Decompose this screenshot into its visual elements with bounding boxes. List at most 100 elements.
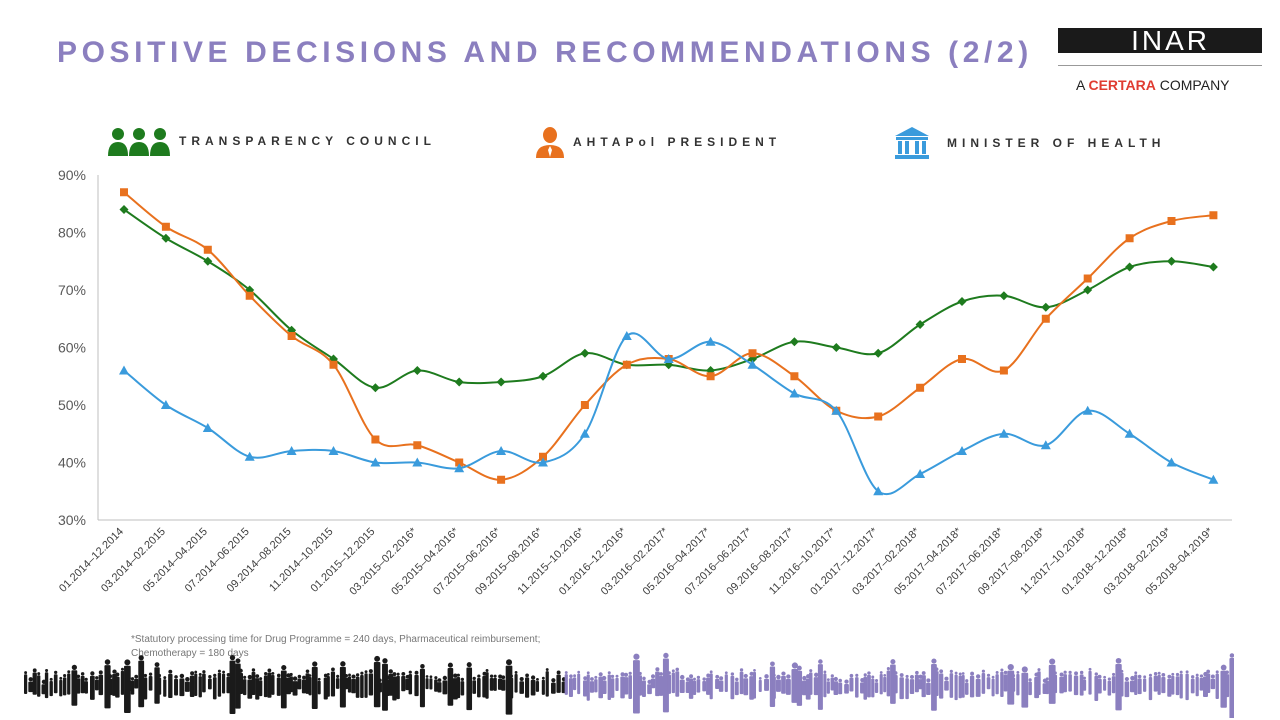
data-point-minister-of-health [454,463,465,473]
person-silhouette-icon [1088,667,1092,695]
person-silhouette-icon [212,673,217,700]
person-silhouette-icon [425,675,429,690]
person-silhouette-icon [134,674,139,689]
person-silhouette-icon [76,674,81,694]
person-silhouette-icon [568,674,573,698]
person-silhouette-icon [724,671,728,693]
person-silhouette-icon [1185,670,1189,701]
person-silhouette-icon [958,672,962,699]
person-silhouette-icon [1175,672,1180,696]
person-silhouette-icon [157,673,162,695]
person-silhouette-icon [867,671,871,698]
person-silhouette-icon [280,664,287,709]
person-silhouette-icon [360,671,364,698]
page-title: POSITIVE DECISIONS AND RECOMMENDATIONS (… [57,36,1033,69]
person-silhouette-icon [954,671,958,701]
data-point-minister-of-health [621,331,632,340]
person-silhouette-icon [49,677,53,697]
person-silhouette-icon [583,676,588,697]
person-silhouette-icon [207,675,212,690]
person-silhouette-icon [838,678,843,695]
logo-brand: INAR [1131,25,1210,56]
legend-label: AHTAPol PRESIDENT [573,135,782,149]
data-point-ahtapol-president [999,366,1008,375]
person-silhouette-icon [351,674,356,694]
series-line-ahtapol-president [123,191,1214,481]
person-silhouette-icon [995,670,999,695]
person-silhouette-icon [1195,673,1199,697]
person-silhouette-icon [1148,673,1153,701]
person-silhouette-icon [32,668,37,695]
person-silhouette-icon [586,671,590,701]
person-silhouette-icon [368,669,374,696]
person-silhouette-icon [148,672,153,691]
person-silhouette-icon [969,671,975,698]
person-silhouette-icon [647,679,652,695]
data-point-ahtapol-president [874,412,883,421]
person-silhouette-icon [791,662,799,703]
data-point-minister-of-health [747,359,758,369]
person-silhouette-icon [326,673,330,697]
person-silhouette-icon [607,671,611,700]
person-silhouette-icon [809,669,813,695]
person-silhouette-icon [833,676,839,696]
person-silhouette-icon [251,668,256,695]
person-silhouette-icon [1059,672,1064,694]
person-silhouette-icon [335,674,340,689]
footnote: *Statutory processing time for Drug Prog… [131,633,691,661]
person-silhouette-icon [271,671,275,695]
person-silhouette-icon [1000,668,1004,698]
person-silhouette-icon [823,670,827,698]
person-silhouette-icon [217,669,222,697]
person-silhouette-icon [115,672,120,698]
person-silhouette-icon [1215,670,1219,700]
person-silhouette-icon [339,661,346,708]
person-silhouette-icon [730,672,735,700]
person-silhouette-icon [456,673,461,699]
person-silhouette-icon [1137,674,1142,695]
data-point-minister-of-health [1040,440,1051,450]
person-silhouette-icon [460,677,465,696]
person-silhouette-icon [305,669,310,694]
data-point-ahtapol-president [329,360,338,369]
data-point-ahtapol-president [120,188,128,197]
person-silhouette-icon [168,669,173,699]
person-silhouette-icon [715,674,720,690]
person-silhouette-icon [826,678,830,694]
person-silhouette-icon [84,677,88,694]
legend-item-transparency-council: TRANSPARENCY COUNCIL [107,126,436,156]
person-silhouette-icon [758,677,762,693]
person-silhouette-icon [564,671,568,695]
person-silhouette-icon [863,673,868,700]
person-silhouette-icon [1129,675,1135,693]
person-silhouette-icon [1037,668,1041,695]
person-silhouette-icon [289,672,293,693]
data-point-minister-of-health [789,388,800,398]
data-point-minister-of-health [998,428,1009,438]
person-silhouette-icon [189,671,195,698]
person-silhouette-icon [37,672,41,697]
data-point-minister-of-health [915,469,926,478]
person-silhouette-icon [382,658,388,711]
person-silhouette-icon [926,678,931,696]
person-silhouette-icon [1083,676,1087,691]
data-point-transparency-council [454,377,464,387]
person-silhouette-icon [221,670,226,694]
crowd-silhouette-decoration [24,652,1234,718]
data-point-minister-of-health [412,457,423,467]
person-silhouette-icon [267,668,272,698]
person-silhouette-icon [67,670,71,695]
person-silhouette-icon [986,673,991,690]
person-silhouette-icon [311,661,318,709]
data-point-transparency-council [1083,285,1093,295]
data-point-ahtapol-president [1167,217,1176,225]
person-silhouette-icon [242,675,247,696]
person-silhouette-icon [1115,657,1122,711]
person-silhouette-icon [844,679,849,694]
person-silhouette-icon [934,667,939,697]
person-silhouette-icon [373,655,381,708]
data-point-minister-of-health [244,451,255,461]
person-silhouette-icon [301,675,306,694]
person-silhouette-icon [408,670,413,695]
legend-item-minister-of-health: MINISTER OF HEALTH [893,126,1165,160]
